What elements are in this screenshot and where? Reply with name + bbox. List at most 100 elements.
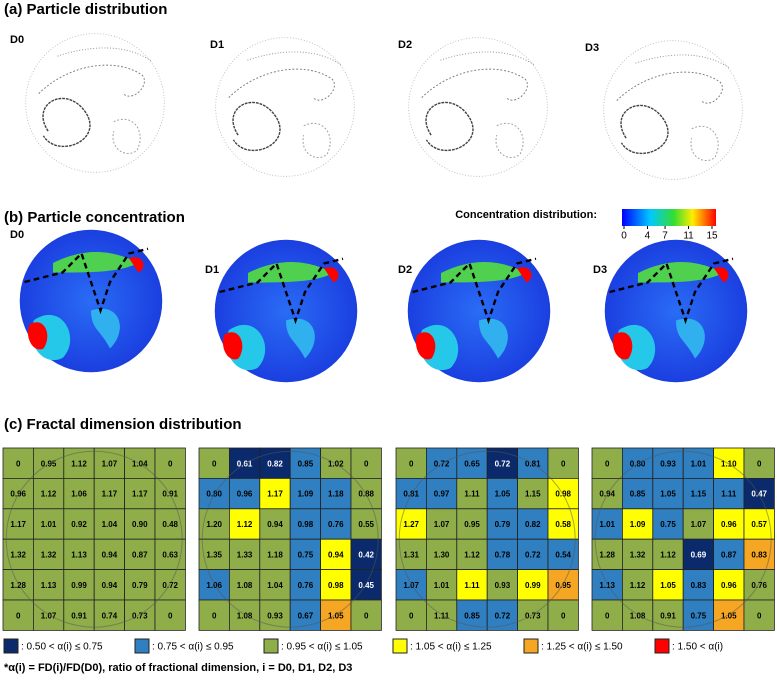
cell-value: 0.92 — [71, 520, 87, 529]
grid-cell — [456, 538, 488, 571]
cell-value: 0 — [605, 459, 610, 468]
cell-value: 0.55 — [358, 520, 374, 529]
grid-cell — [713, 538, 745, 571]
legend-swatch — [263, 638, 279, 654]
legend-swatch — [523, 638, 539, 654]
cell-value: 0.88 — [358, 490, 374, 499]
cell-value: 1.07 — [41, 611, 57, 620]
grid-cell — [456, 599, 488, 631]
cell-value: 0.96 — [721, 520, 737, 529]
cell-value: 0.76 — [298, 581, 314, 590]
footnote: *α(i) = FD(i)/FD(D0), ratio of fractiona… — [4, 662, 352, 674]
particle-image — [407, 36, 549, 178]
cell-value: 0.98 — [328, 581, 344, 590]
cell-value: 0.98 — [298, 520, 314, 529]
cell-value: 0 — [212, 611, 217, 620]
cell-value: 0.82 — [267, 459, 283, 468]
legend-swatch — [654, 638, 670, 654]
grid-cell — [591, 477, 623, 510]
cell-value: 1.06 — [206, 581, 222, 590]
cell-value: 1.07 — [102, 459, 118, 468]
tick-label: 0 — [621, 231, 627, 242]
grid-cell — [591, 599, 623, 631]
cell-value: 1.09 — [630, 520, 646, 529]
cell-value: 0.47 — [751, 490, 767, 499]
cell-value: 0 — [605, 611, 610, 620]
grid-cell — [486, 447, 519, 479]
grid-cell — [289, 508, 322, 540]
grid-cell — [350, 508, 382, 540]
particle-image — [214, 36, 356, 178]
cell-value: 1.17 — [267, 490, 283, 499]
image-label: D1 — [205, 264, 219, 276]
cell-value: 0 — [757, 459, 762, 468]
cell-value: 0.75 — [660, 520, 676, 529]
cell-value: 0.94 — [102, 581, 118, 590]
cell-value: 0.99 — [525, 581, 541, 590]
grid-cell — [320, 569, 352, 601]
image-label: D3 — [585, 42, 599, 54]
cell-value: 1.11 — [464, 581, 480, 590]
cell-value: 0.78 — [495, 551, 511, 560]
cell-value: 0.95 — [555, 581, 571, 590]
cell-value: 1.01 — [691, 459, 707, 468]
colorbar-title: Concentration distribution: — [455, 209, 597, 221]
cell-value: 0.57 — [751, 520, 767, 529]
cell-value: 0.90 — [132, 520, 148, 529]
grid-cell — [517, 538, 549, 571]
cell-value: 1.32 — [41, 551, 57, 560]
grid-cell — [622, 569, 654, 601]
grid-cell — [228, 447, 261, 479]
colorbar-title: Concentration distribution: — [455, 209, 597, 221]
cell-value: 1.08 — [237, 611, 253, 620]
grid-cell — [289, 569, 322, 601]
legend-label: : 0.50 < α(i) ≤ 0.75 — [21, 642, 103, 653]
grid-cell — [63, 569, 95, 601]
grid-outline — [201, 450, 379, 628]
grid-cell — [425, 538, 458, 571]
grid-cell — [486, 477, 519, 510]
cell-value: 0.76 — [751, 581, 767, 590]
grid-cell — [682, 599, 715, 631]
cell-value: 0.69 — [691, 551, 707, 560]
grid-cell — [320, 599, 352, 631]
grid-cell — [198, 508, 230, 540]
grid-cell — [124, 599, 156, 631]
tick-label: 11 — [683, 231, 694, 242]
grid-cell — [682, 447, 715, 479]
grid-cell — [591, 538, 623, 571]
grid-cell — [198, 447, 230, 479]
cell-value: 0.63 — [162, 551, 178, 560]
grid-cell — [259, 508, 291, 540]
cell-value: 1.35 — [206, 551, 222, 560]
grid-cell — [259, 447, 291, 479]
cell-value: 1.30 — [434, 551, 450, 560]
cell-value: 0 — [212, 459, 217, 468]
cell-value: 0.83 — [751, 551, 767, 560]
cell-value: 0.93 — [267, 611, 283, 620]
grid-outline — [5, 450, 183, 628]
grid-cell — [652, 538, 684, 571]
grid-cell — [154, 599, 186, 631]
cell-value: 0.65 — [464, 459, 480, 468]
grid-cell — [93, 569, 125, 601]
grid-cell — [456, 477, 488, 510]
grid-cell — [486, 599, 519, 631]
cell-value: 1.12 — [464, 551, 480, 560]
grid-cell — [682, 508, 715, 540]
grid-cell — [456, 508, 488, 540]
cell-value: 1.18 — [328, 490, 344, 499]
grid-cell — [486, 569, 519, 601]
panel-title: (a) Particle distribution — [4, 1, 167, 18]
image-label: D1 — [210, 39, 224, 51]
legend-label: : 0.75 < α(i) ≤ 0.95 — [152, 642, 234, 653]
cell-value: 1.07 — [403, 581, 419, 590]
cell-value: 1.05 — [495, 490, 511, 499]
tick-label: 15 — [706, 231, 718, 242]
cell-value: 1.31 — [403, 551, 419, 560]
cell-value: 0.45 — [358, 581, 374, 590]
cell-value: 1.17 — [132, 490, 148, 499]
cell-value: 0.79 — [132, 581, 148, 590]
panel-title: (c) Fractal dimension distribution — [4, 416, 242, 433]
cell-value: 0.74 — [102, 611, 118, 620]
